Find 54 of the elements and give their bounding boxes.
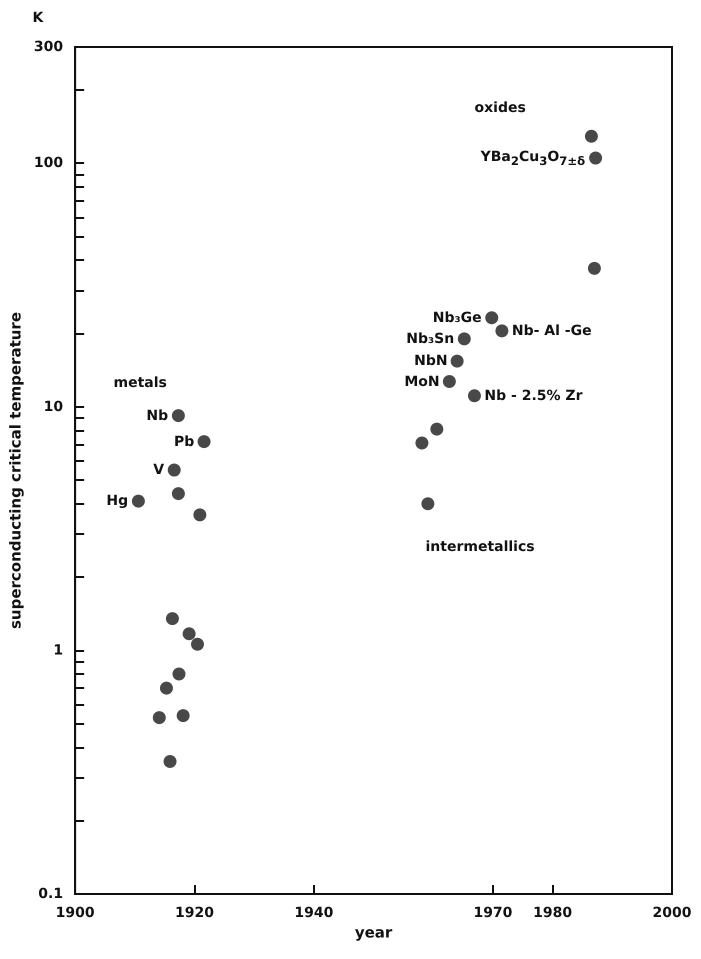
point <box>172 668 186 681</box>
point <box>485 311 498 324</box>
y-tick-label: 300 <box>34 39 64 55</box>
text: K <box>32 10 44 26</box>
point <box>168 464 181 477</box>
x-tick-label: 1900 <box>56 905 95 921</box>
x-tick-label: 1970 <box>473 905 513 921</box>
point <box>430 422 444 436</box>
point <box>164 754 177 768</box>
x-tick-label: 2000 <box>652 905 692 921</box>
y-tick-label: 10 <box>44 398 64 415</box>
annotation: Nb- Al -Ge <box>512 322 592 339</box>
point <box>442 375 456 388</box>
y-axis-title: superconducting critical temperature <box>6 312 24 629</box>
y-tick-label: 1 <box>53 642 64 658</box>
point <box>584 130 598 143</box>
annotation: NbN <box>414 353 448 370</box>
annotation: V <box>153 462 164 478</box>
annotation: Hg <box>106 493 128 510</box>
annotation: MoN <box>404 374 440 390</box>
point <box>589 152 602 165</box>
annotation: Pb <box>174 434 194 450</box>
annotation: oxides <box>474 100 526 116</box>
x-axis-title: year <box>354 923 393 942</box>
point <box>166 612 179 626</box>
x-tick-label: 1940 <box>294 905 334 921</box>
annotation: Nb₃Ge <box>432 310 482 326</box>
annotation: metals <box>114 375 167 391</box>
annotation: YBa$_{2}$Cu$_{3}$O$_{7±δ}$ <box>480 148 586 168</box>
point <box>160 682 173 695</box>
point <box>588 262 601 275</box>
point <box>182 627 196 640</box>
point <box>468 389 481 402</box>
x-tick-label: 1980 <box>533 905 572 921</box>
annotation: Nb₃Sn <box>406 330 454 347</box>
point <box>172 409 185 422</box>
point <box>450 354 464 368</box>
point <box>176 709 190 722</box>
annotation: Nb <box>146 408 168 424</box>
annotation: intermetallics <box>426 539 535 555</box>
point <box>152 711 166 724</box>
point <box>495 324 508 338</box>
y-tick-label: 0.1 <box>38 886 64 902</box>
point <box>415 436 428 450</box>
y-tick-label: 100 <box>34 155 64 172</box>
point <box>458 332 471 346</box>
point <box>421 497 434 510</box>
point <box>132 494 145 508</box>
x-tick-label: 1920 <box>175 905 214 921</box>
point <box>193 508 206 522</box>
point <box>172 487 185 500</box>
point <box>190 638 204 651</box>
annotation: Nb - 2.5% Zr <box>484 388 582 404</box>
point <box>198 435 211 448</box>
